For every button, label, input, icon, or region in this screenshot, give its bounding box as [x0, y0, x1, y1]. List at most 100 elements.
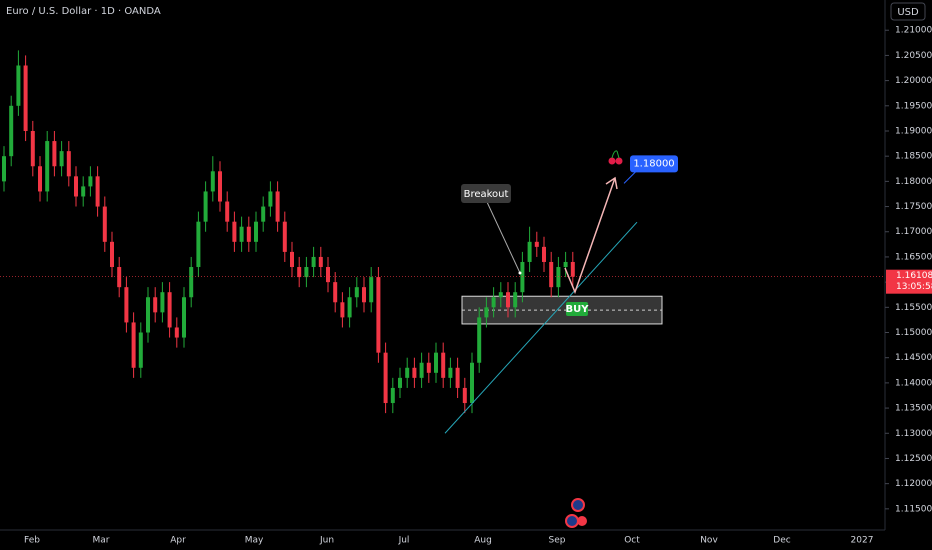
y-tick-label: 1.16500: [895, 252, 932, 262]
y-tick-label: 1.18000: [895, 177, 932, 187]
candle-body: [138, 332, 143, 368]
candle-body: [160, 292, 165, 313]
event-icons: [565, 498, 587, 528]
x-tick-label: Apr: [170, 536, 186, 546]
y-tick-label: 1.21000: [895, 26, 932, 36]
candle-body: [498, 292, 503, 298]
candle-body: [23, 65, 28, 131]
candle-body: [38, 166, 42, 192]
candle-body: [462, 387, 467, 404]
candle-body: [542, 246, 546, 262]
candle-body: [45, 141, 50, 192]
candle-body: [52, 141, 57, 167]
candle-body: [174, 327, 179, 338]
y-tick-label: 1.11500: [895, 504, 932, 514]
x-tick-label: Dec: [773, 536, 790, 546]
currency-button[interactable]: [890, 2, 926, 21]
breakout-point: [518, 271, 522, 275]
cherry-stem: [611, 150, 620, 159]
candle-body: [2, 156, 6, 182]
candle-body: [81, 186, 86, 197]
arrow-head: [605, 176, 618, 190]
candle-body: [297, 267, 302, 278]
candle-body: [520, 261, 525, 293]
candle-body: [304, 267, 309, 278]
candle-body: [383, 352, 388, 404]
candle-body: [290, 251, 294, 268]
event-icon: [577, 516, 587, 526]
candle-body: [9, 105, 14, 157]
candle-body: [470, 362, 474, 404]
candle-body: [261, 206, 266, 222]
y-tick-label: 1.17500: [895, 202, 932, 212]
x-tick-label: 2027: [851, 536, 874, 546]
candle-body: [124, 287, 129, 323]
candle-body: [513, 292, 518, 308]
candle-body: [376, 277, 381, 353]
candle-body: [419, 362, 424, 378]
candle-body: [484, 307, 489, 318]
y-tick-label: 1.15500: [895, 303, 932, 313]
candle-body: [556, 267, 561, 288]
y-tick-label: 1.17000: [895, 227, 932, 237]
candle-body: [563, 261, 568, 268]
currency-label: USD: [897, 7, 919, 18]
y-tick-label: 1.14500: [895, 353, 932, 363]
candle-body: [189, 267, 194, 298]
breakout-box: [461, 184, 511, 203]
chart-title: Euro / U.S. Dollar · 1D · OANDA: [6, 6, 161, 17]
candle-body: [369, 277, 374, 303]
x-tick-label: Sep: [549, 536, 566, 546]
candle-body: [59, 151, 64, 167]
y-tick-label: 1.13000: [895, 429, 932, 439]
candle-body: [218, 171, 222, 202]
x-tick-label: Nov: [700, 536, 718, 546]
candle-body: [354, 287, 359, 298]
candle-body: [340, 302, 345, 318]
candle-body: [196, 221, 201, 268]
event-icon: [571, 498, 585, 512]
countdown: 13:05:58: [896, 282, 932, 292]
y-tick-label: 1.15000: [895, 328, 932, 338]
y-tick-label: 1.12000: [895, 479, 932, 489]
candle-body: [232, 221, 237, 242]
candle-body: [30, 130, 35, 167]
candle-body: [239, 226, 244, 242]
candle-body: [326, 267, 330, 283]
x-tick-label: May: [245, 536, 264, 546]
candle-body: [390, 387, 395, 404]
candle-body: [448, 367, 453, 378]
buy-box: [566, 302, 588, 316]
y-tick-label: 1.20500: [895, 51, 932, 61]
candle-body: [131, 322, 136, 368]
candle-body: [527, 241, 532, 262]
candle-body: [254, 221, 258, 242]
y-tick-label: 1.13500: [895, 404, 932, 414]
candle-body: [534, 241, 539, 247]
candle-body: [455, 367, 460, 388]
candle-body: [347, 297, 352, 318]
candle-body: [570, 261, 575, 277]
candle-body: [153, 297, 158, 313]
candle-body: [412, 367, 417, 378]
candle-body: [74, 176, 78, 197]
candle-body: [311, 256, 316, 268]
candle-body: [506, 292, 510, 308]
last-price-box: [886, 269, 932, 294]
candle-body: [426, 362, 431, 373]
candle-body: [95, 176, 100, 207]
candle-body: [477, 317, 482, 363]
trendline: [444, 221, 638, 434]
candle-body: [549, 261, 554, 288]
target-label: 1.18000: [633, 158, 674, 169]
candle-body: [203, 191, 208, 222]
y-tick-label: 1.14000: [895, 378, 932, 388]
breakout-pointer: [486, 201, 521, 274]
x-tick-label: Oct: [624, 536, 640, 546]
candle-body: [146, 297, 150, 333]
candle-body: [275, 191, 280, 222]
candle-body: [333, 282, 338, 303]
